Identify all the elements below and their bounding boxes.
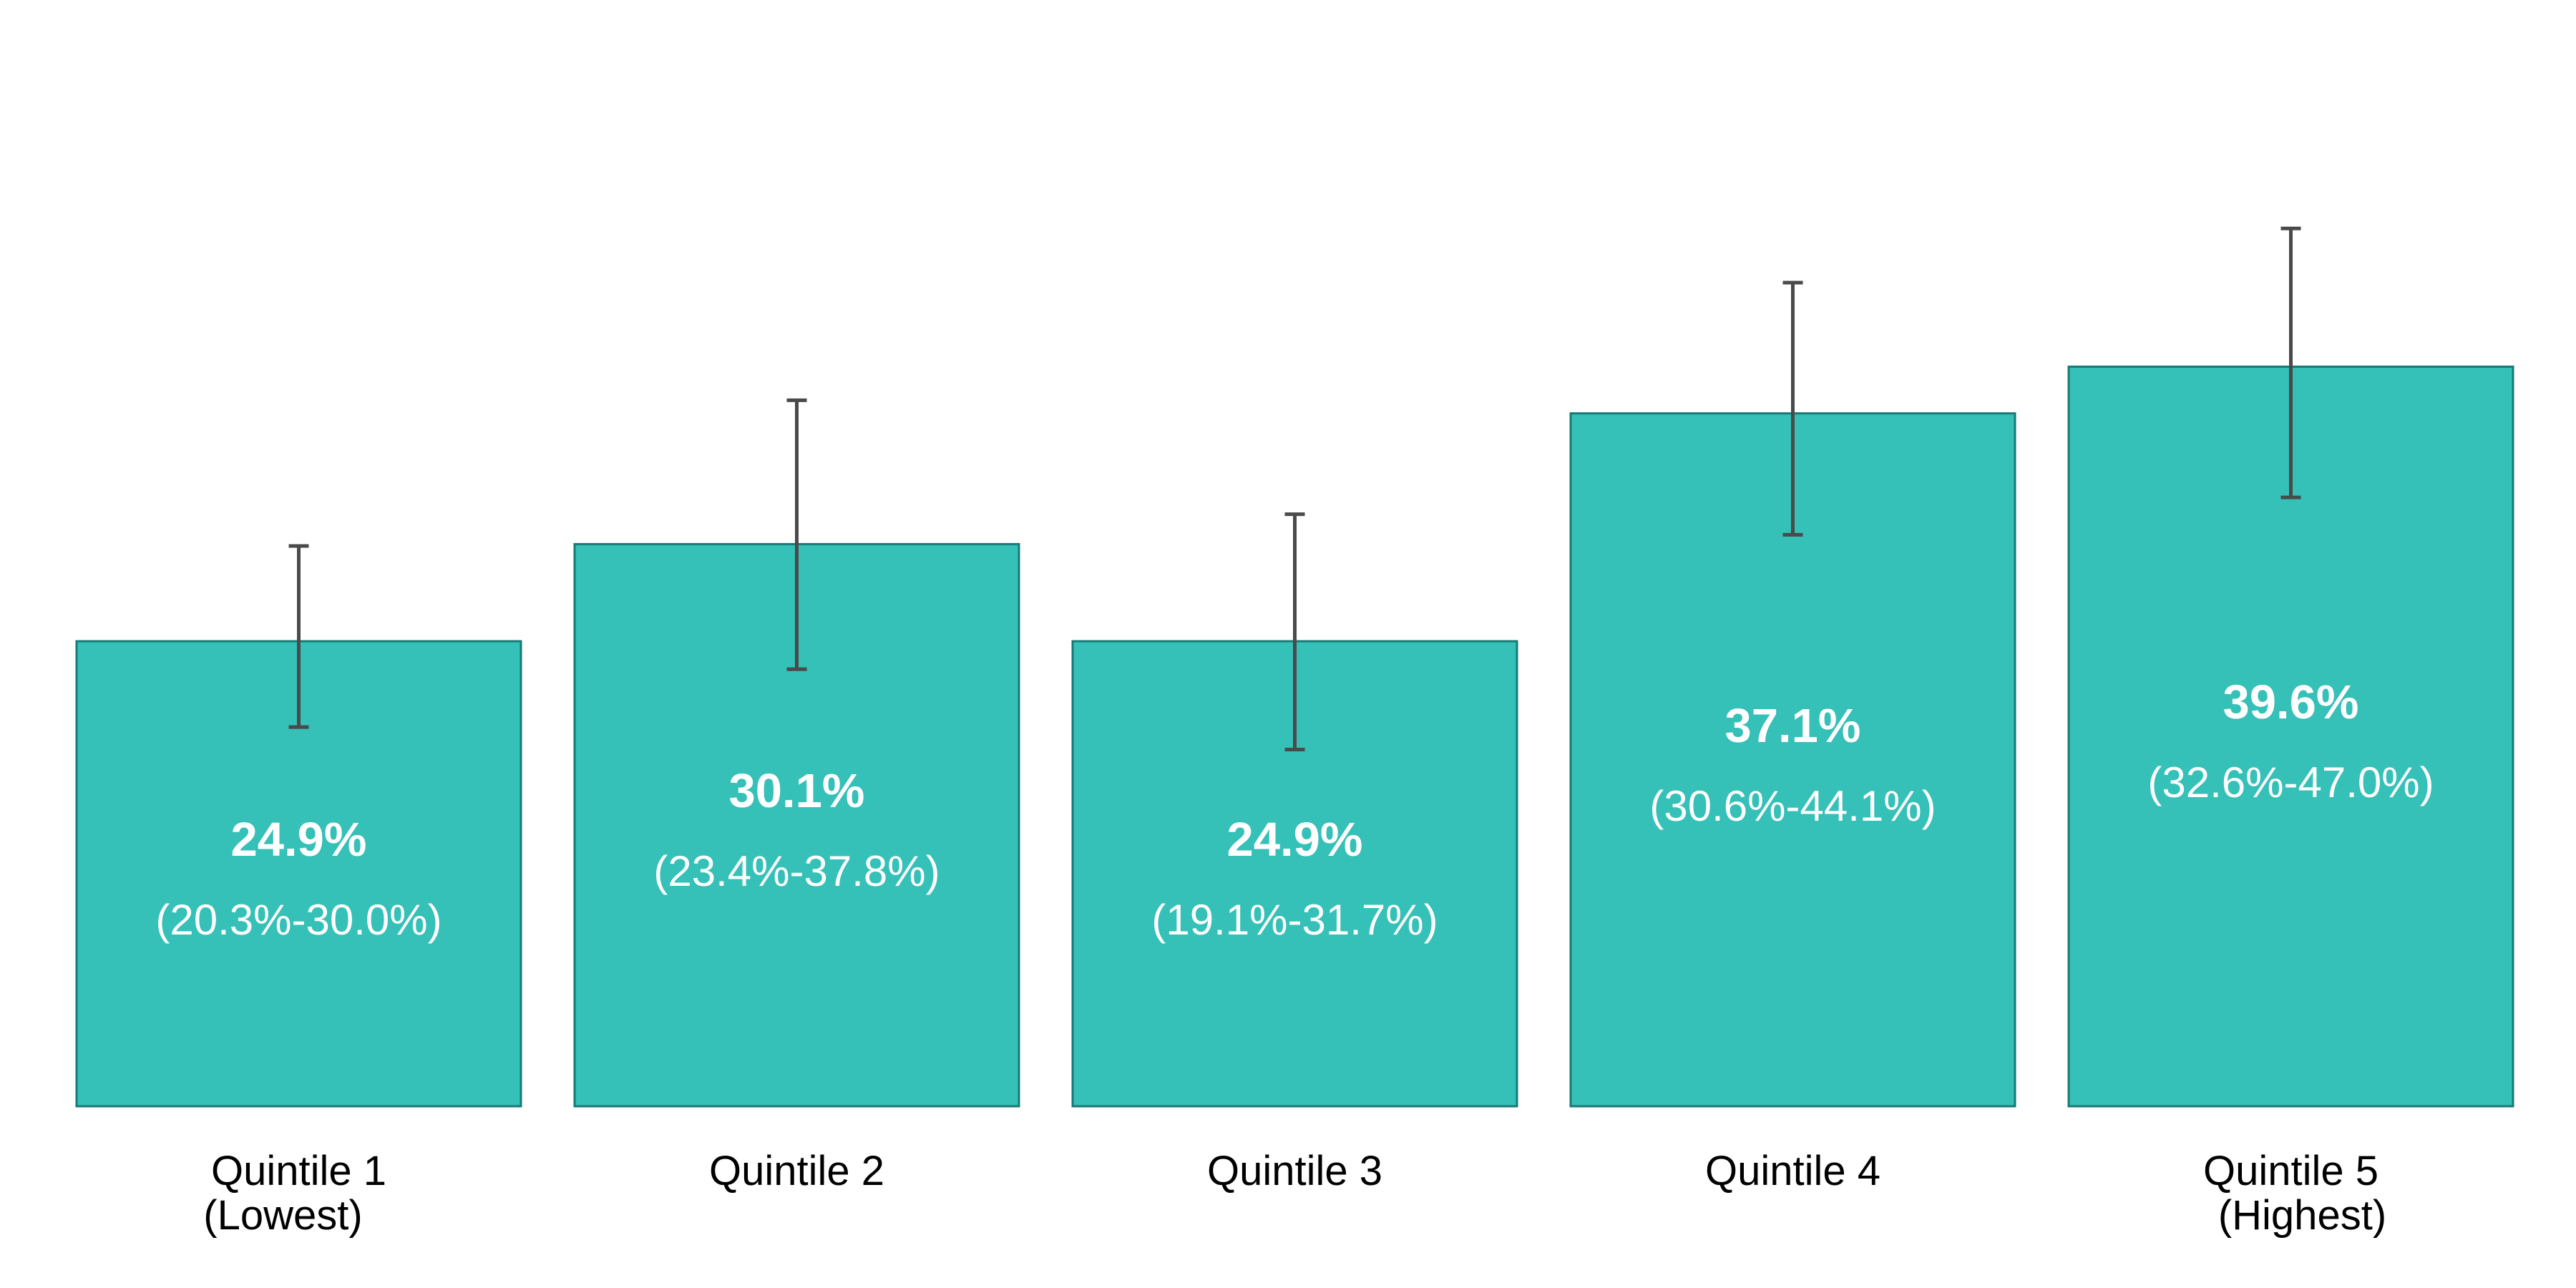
value-label-3: 24.9% [1227, 813, 1363, 867]
category-label-5: Quintile 5 [2203, 1148, 2379, 1194]
value-label-4: 37.1% [1725, 699, 1861, 753]
ci-label-4: (30.6%-44.1%) [1649, 782, 1936, 830]
category-label-3: Quintile 3 [1207, 1148, 1382, 1194]
category-labels-layer: Quintile 1(Lowest) Quintile 2 Quintile 3 Qu… [203, 1148, 2386, 1239]
value-labels-layer: 24.9% (20.3%-30.0%) 30.1% (23.4%-37.8%) 24.9… [155, 675, 2434, 944]
category-label-5-sub: (Highest) [2218, 1192, 2386, 1239]
category-label-1-sub: (Lowest) [203, 1192, 362, 1239]
category-label-2: Quintile 2 [709, 1148, 884, 1194]
value-label-2: 30.1% [729, 764, 865, 818]
ci-label-3: (19.1%-31.7%) [1151, 896, 1438, 944]
value-label-5: 39.6% [2223, 675, 2359, 729]
ci-label-2: (23.4%-37.8%) [653, 847, 940, 895]
category-label-4: Quintile 4 [1705, 1148, 1880, 1194]
ci-label-1: (20.3%-30.0%) [155, 896, 441, 944]
error-bars-layer [288, 226, 2301, 751]
ci-label-5: (32.6%-47.0%) [2147, 758, 2434, 806]
category-label-1: Quintile 1 [211, 1148, 386, 1194]
value-label-1: 24.9% [231, 813, 367, 867]
